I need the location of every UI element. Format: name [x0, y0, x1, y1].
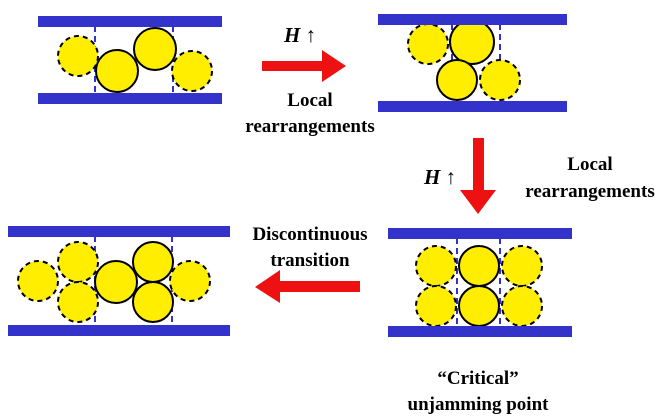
particle: [479, 59, 521, 101]
particle: [436, 59, 478, 101]
plate: [378, 14, 567, 25]
particle: [449, 19, 495, 65]
particle: [407, 23, 449, 65]
particle: [57, 35, 99, 77]
state-panel: [388, 228, 572, 337]
plate: [378, 101, 567, 112]
plate: [8, 226, 230, 237]
arrow-down: [460, 138, 496, 214]
state-panel: [378, 14, 567, 112]
label: rearrangements: [525, 181, 654, 202]
label: transition: [270, 250, 350, 271]
field-label: H ↑: [423, 165, 456, 189]
field-symbol: H: [423, 165, 441, 189]
field-label: H ↑: [283, 23, 316, 47]
particle: [415, 285, 457, 327]
arrow-left: [255, 270, 360, 303]
particle: [458, 285, 500, 327]
particle: [501, 285, 543, 327]
direction: ↑: [446, 165, 457, 189]
direction: ↑: [306, 23, 317, 47]
particle: [94, 260, 138, 304]
plate: [38, 93, 222, 104]
label: rearrangements: [245, 116, 374, 137]
particle: [458, 245, 500, 287]
state-panel: [38, 16, 222, 104]
plate: [8, 325, 230, 336]
plate: [388, 228, 572, 239]
field-symbol: H: [283, 23, 301, 47]
particle: [57, 281, 99, 323]
particle: [169, 260, 211, 302]
plate: [388, 326, 572, 337]
arrow-right: [262, 50, 346, 82]
caption: unjamming point: [408, 394, 550, 415]
caption: “Critical”: [437, 368, 518, 389]
particle: [57, 241, 99, 283]
label: Discontinuous: [252, 224, 367, 245]
particle: [132, 241, 174, 283]
particle: [132, 281, 174, 323]
plate: [38, 16, 222, 27]
particle: [415, 245, 457, 287]
particle: [501, 245, 543, 287]
label: Local: [287, 90, 332, 111]
particle: [95, 49, 139, 93]
particle: [133, 27, 177, 71]
state-panel: [8, 226, 230, 336]
label: Local: [567, 154, 612, 175]
particle: [171, 50, 213, 92]
particle: [17, 260, 59, 302]
